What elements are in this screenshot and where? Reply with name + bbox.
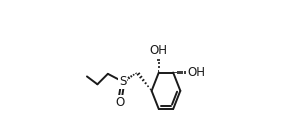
Text: OH: OH [150,44,168,57]
Text: S: S [119,75,127,88]
Text: O: O [115,96,124,109]
Text: OH: OH [187,66,205,79]
